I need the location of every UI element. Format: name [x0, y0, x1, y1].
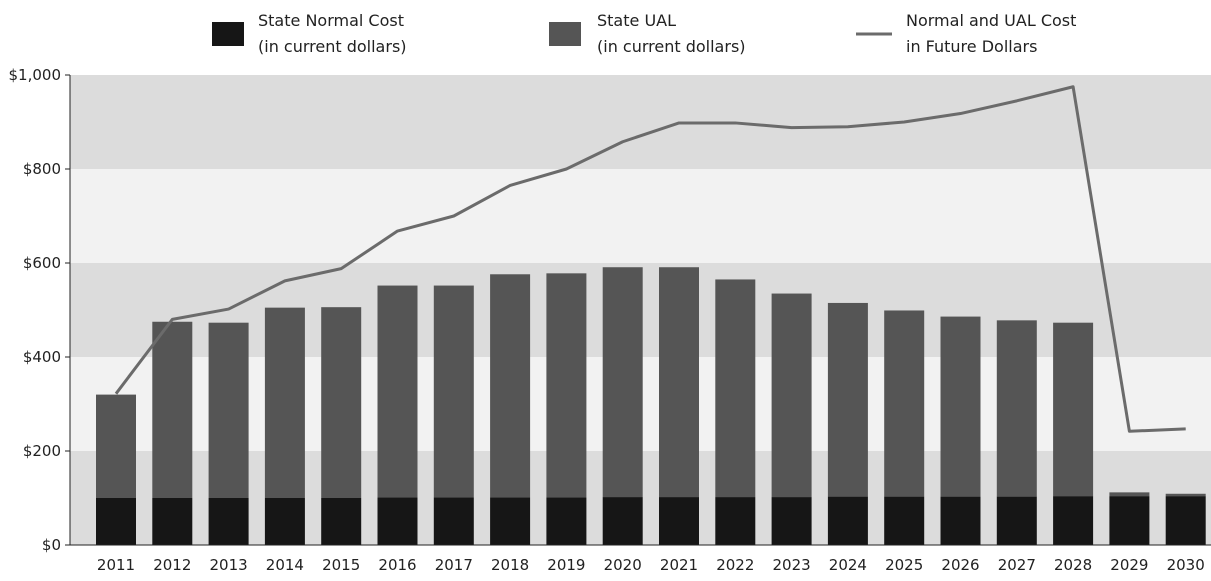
bar-normal-cost-2014	[264, 498, 305, 545]
bar-normal-cost-2026	[940, 496, 981, 545]
bar-normal-cost-2013	[208, 498, 249, 545]
bar-normal-cost-2025	[884, 496, 925, 545]
bar-normal-cost-2020	[602, 497, 643, 545]
x-tick-label-2022: 2022	[716, 556, 754, 574]
bar-ual-2015	[321, 307, 362, 498]
bars	[96, 267, 1206, 545]
x-tick-label-2023: 2023	[773, 556, 811, 574]
legend-label-2-line1: Normal and UAL Cost	[906, 11, 1076, 30]
x-tick-label-2024: 2024	[829, 556, 867, 574]
bar-ual-2012	[152, 321, 193, 498]
bar-normal-cost-2029	[1109, 496, 1150, 545]
x-tick-label-2014: 2014	[266, 556, 304, 574]
x-tick-label-2030: 2030	[1167, 556, 1205, 574]
y-tick-label: $600	[23, 254, 61, 272]
bar-normal-cost-2019	[546, 497, 587, 545]
bar-normal-cost-2012	[152, 498, 193, 545]
bar-ual-2025	[884, 310, 925, 497]
bar-normal-cost-2018	[490, 497, 531, 545]
legend-label-1-line2: (in current dollars)	[597, 37, 746, 56]
y-tick-label: $200	[23, 442, 61, 460]
bar-normal-cost-2015	[321, 498, 362, 545]
x-tick-label-2013: 2013	[210, 556, 248, 574]
legend: State Normal Cost (in current dollars) Sta…	[212, 11, 1076, 56]
bar-ual-2011	[96, 394, 136, 498]
line-series-future-dollars	[114, 85, 1186, 433]
x-tick-label-2026: 2026	[941, 556, 979, 574]
bar-ual-2024	[827, 302, 868, 497]
band-3	[70, 169, 1211, 263]
bar-normal-cost-2028	[1053, 496, 1094, 545]
x-tick-label-2027: 2027	[998, 556, 1036, 574]
x-axis: 2011 2012 2013 2014 2015 2016 2017 2018 2019 2020…	[70, 544, 1211, 574]
legend-swatch-1	[549, 22, 581, 46]
y-axis: $0 $200 $400 $600 $800 $1,000	[9, 66, 71, 554]
x-tick-label-2017: 2017	[435, 556, 473, 574]
x-tick-label-2011: 2011	[97, 556, 135, 574]
legend-label-1-line1: State UAL	[597, 11, 676, 30]
x-tick-label-2028: 2028	[1054, 556, 1092, 574]
bar-ual-2020	[602, 267, 643, 498]
x-tick-label-2016: 2016	[378, 556, 416, 574]
legend-swatch-0	[212, 22, 244, 46]
bar-ual-2018	[490, 274, 531, 498]
bar-ual-2016	[377, 285, 418, 498]
bar-ual-2013	[208, 322, 249, 498]
bar-ual-2022	[715, 279, 756, 498]
bar-ual-2026	[940, 316, 981, 497]
x-tick-label-2021: 2021	[660, 556, 698, 574]
band-4	[70, 75, 1211, 169]
bar-normal-cost-2021	[659, 497, 699, 545]
bar-normal-cost-2024	[827, 496, 868, 545]
bar-ual-2019	[546, 273, 587, 498]
legend-label-2-line2: in Future Dollars	[906, 37, 1037, 56]
x-tick-label-2029: 2029	[1110, 556, 1148, 574]
bar-normal-cost-2027	[996, 496, 1037, 545]
bar-ual-2021	[659, 267, 699, 498]
bar-ual-2023	[771, 293, 812, 498]
x-tick-label-2019: 2019	[547, 556, 585, 574]
legend-label-0-line1: State Normal Cost	[258, 11, 404, 30]
legend-label-0-line2: (in current dollars)	[258, 37, 407, 56]
bar-normal-cost-2030	[1165, 496, 1206, 545]
bar-ual-2029	[1109, 492, 1150, 497]
x-tick-label-2025: 2025	[885, 556, 923, 574]
bar-ual-2027	[996, 320, 1037, 497]
bar-normal-cost-2017	[433, 497, 474, 545]
x-tick-label-2018: 2018	[491, 556, 529, 574]
bar-normal-cost-2023	[771, 497, 812, 545]
y-tick-label: $400	[23, 348, 61, 366]
bar-normal-cost-2022	[715, 497, 756, 545]
bar-ual-2017	[433, 285, 474, 498]
bar-ual-2030	[1165, 493, 1206, 497]
future-dollars-line	[114, 85, 1186, 433]
bar-normal-cost-2011	[96, 498, 136, 545]
bar-ual-2014	[264, 307, 305, 498]
y-tick-label: $1,000	[9, 66, 62, 84]
x-tick-label-2015: 2015	[322, 556, 360, 574]
x-tick-label-2020: 2020	[604, 556, 642, 574]
x-tick-label-2012: 2012	[153, 556, 191, 574]
y-tick-label: $800	[23, 160, 61, 178]
bar-normal-cost-2016	[377, 497, 418, 545]
y-tick-label: $0	[42, 536, 61, 554]
bar-ual-2028	[1053, 322, 1094, 497]
